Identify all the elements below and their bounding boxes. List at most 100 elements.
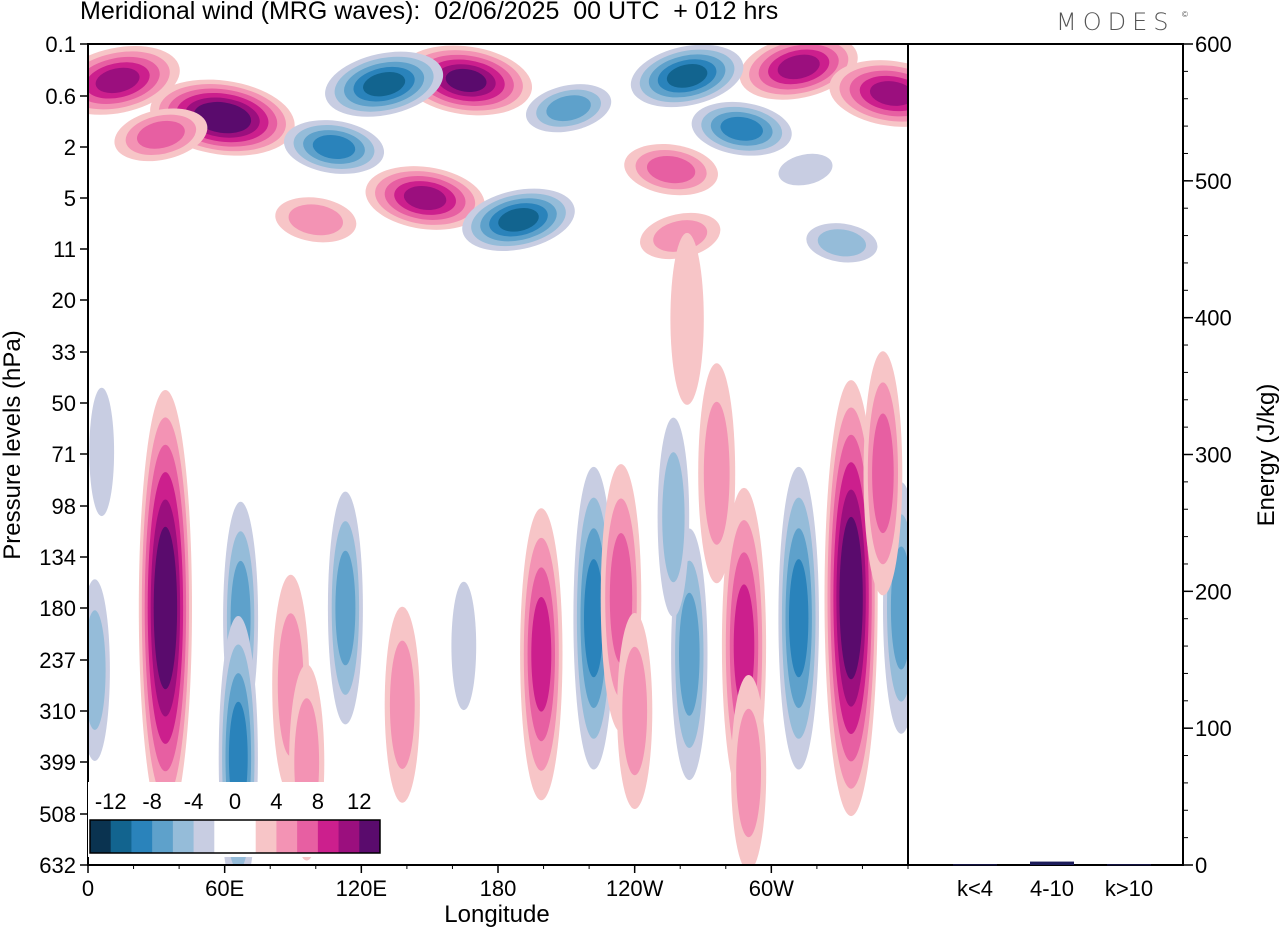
energy-category-label: k>10: [1105, 876, 1153, 901]
y-tick-label: 0.1: [45, 32, 76, 57]
contour-band: [403, 186, 447, 210]
contour-band: [789, 559, 809, 678]
colorbar-swatch: [255, 820, 277, 853]
contour-feature: [525, 84, 612, 133]
energy-tick-label: 100: [1195, 716, 1232, 741]
brand-mark: ©: [1182, 10, 1188, 19]
y-tick-label: 237: [39, 648, 76, 673]
colorbar-swatch: [131, 820, 153, 853]
y-tick-label: 71: [52, 442, 76, 467]
contour-feature: [88, 579, 110, 761]
contour-feature: [325, 51, 444, 117]
contour-band: [531, 597, 552, 712]
contour-band: [646, 156, 696, 184]
energy-tick-label: 300: [1195, 443, 1232, 468]
y-tick-label: 0.6: [45, 84, 76, 109]
energy-tick-label: 500: [1195, 169, 1232, 194]
contour-feature: [451, 581, 477, 711]
colorbar-swatch: [172, 820, 195, 853]
energy-bar: [1030, 861, 1074, 865]
contour-band: [363, 72, 406, 97]
x-tick-label: 0: [82, 876, 94, 901]
contour-feature: [624, 143, 718, 196]
contour-band: [193, 101, 252, 134]
contour-field: [88, 44, 908, 865]
colorbar-swatch: [359, 820, 381, 853]
contour-band: [777, 54, 820, 80]
contour-band: [679, 592, 700, 716]
contour-band: [890, 546, 908, 670]
colorbar-swatch: [235, 820, 257, 853]
contour-band: [389, 640, 415, 769]
contour-feature: [617, 613, 653, 809]
y-tick-label: 632: [39, 853, 76, 878]
contour-feature: [863, 351, 903, 596]
contour-feature: [384, 606, 420, 803]
colorbar-frame: [89, 819, 381, 854]
energy-tick-label: 600: [1195, 32, 1232, 57]
x-tick-label: 180: [480, 876, 517, 901]
energy-bar: [1107, 864, 1151, 866]
contour-feature: [691, 101, 792, 156]
y-tick-label: 508: [39, 802, 76, 827]
y-tick-label: 20: [52, 288, 76, 313]
contour-band: [736, 708, 761, 838]
contour-feature: [778, 153, 833, 186]
contour-feature: [327, 491, 363, 725]
colorbar-label: 8: [312, 789, 324, 814]
energy-axis-label: Energy (J/kg): [1253, 384, 1280, 527]
x-tick-label: 120W: [606, 876, 664, 901]
colorbar-label: -8: [142, 789, 162, 814]
contour-band: [95, 67, 140, 94]
y-tick-label: 33: [52, 340, 76, 365]
contour-band: [666, 64, 708, 88]
energy-bar: [953, 864, 997, 866]
y-axis-label: Pressure levels (hPa): [0, 330, 26, 559]
contour-feature: [114, 108, 208, 162]
energy-tick-label: 200: [1195, 579, 1232, 604]
colorbar-label: 12: [347, 789, 371, 814]
colorbar: -12 -8 -4 0 4 8 12: [88, 782, 384, 857]
x-tick-label: 60W: [749, 876, 794, 901]
y-tick-label: 310: [39, 699, 76, 724]
colorbar-label: 4: [270, 789, 282, 814]
colorbar-swatch: [214, 820, 236, 853]
y-tick-label: 98: [52, 494, 76, 519]
contour-feature: [806, 223, 878, 263]
colorbar-label: 0: [229, 789, 241, 814]
y-tick-label: 11: [53, 237, 76, 262]
y-tick-label: 399: [39, 750, 76, 775]
contour-band: [451, 581, 477, 711]
y-tick-label: 5: [64, 186, 76, 211]
contour-band: [89, 387, 115, 517]
brand-logo: MODES: [1056, 8, 1175, 36]
contour-band: [872, 413, 894, 534]
x-axis-label: Longitude: [444, 901, 549, 928]
contour-band: [546, 95, 591, 122]
contour-feature: [283, 120, 385, 174]
contour-band: [817, 229, 867, 257]
colorbar-label: -4: [184, 789, 204, 814]
contour-feature: [630, 44, 744, 108]
colorbar-label: -12: [95, 789, 127, 814]
contour-band: [335, 550, 356, 666]
energy-frame: [907, 43, 1184, 866]
axes: 0.1 0.6 2 5 11 20 33 50 71 98 134 180 237 310 399 508 63…: [0, 32, 1184, 928]
contour-band: [839, 516, 863, 680]
contour-band: [622, 646, 648, 776]
contour-feature: [462, 188, 575, 252]
contour-feature: [698, 363, 736, 584]
colorbar-swatch: [90, 820, 112, 853]
colorbar-swatch: [317, 820, 340, 853]
contour-band: [498, 207, 539, 232]
energy-tick-label: 0: [1195, 853, 1207, 878]
energy-bars: 0 100 200 300 400 500 600 Energy (J/kg) k<4 4-10 k…: [953, 32, 1280, 901]
contour-band: [720, 116, 763, 141]
y-tick-label: 134: [39, 545, 76, 570]
contour-band: [662, 452, 685, 583]
contour-band: [445, 68, 487, 92]
contour-feature: [89, 387, 115, 517]
contour-feature: [275, 197, 357, 243]
contour-band: [288, 204, 344, 236]
